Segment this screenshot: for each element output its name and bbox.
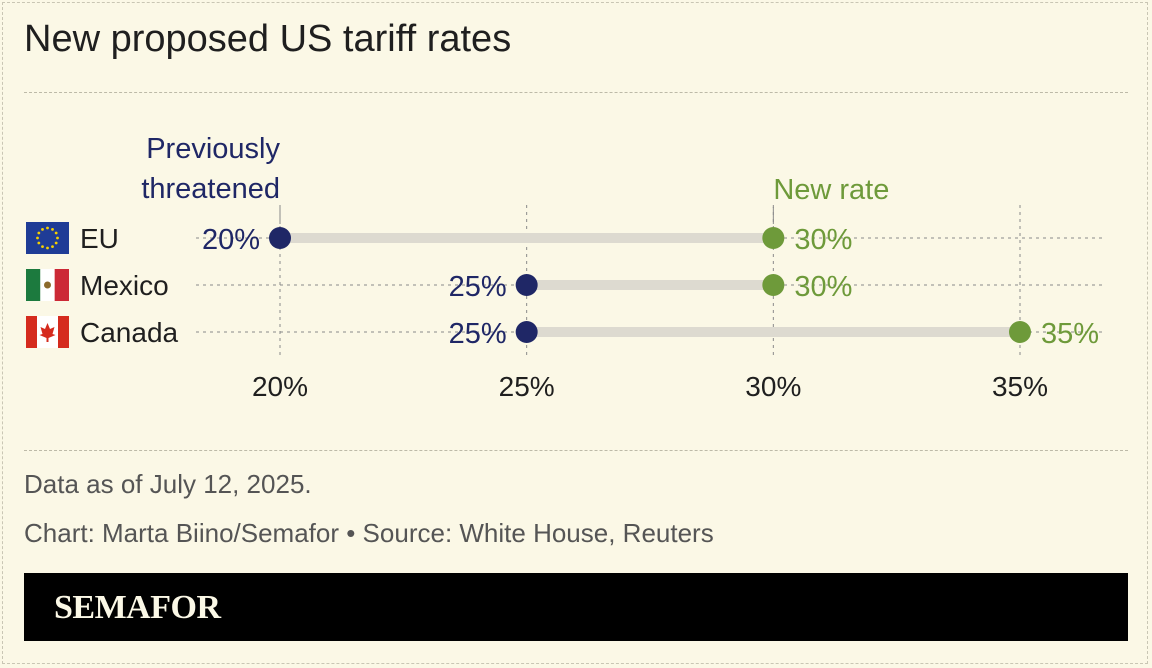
canada-flag-icon xyxy=(26,316,69,348)
bottom-divider xyxy=(24,450,1128,451)
category-label: EU xyxy=(80,223,119,254)
label-layer: 20% 25% 30% 35% Previously threatened New rate… xyxy=(141,133,1099,402)
previous-rate-label: 25% xyxy=(449,318,507,350)
new-rate-label: 35% xyxy=(1041,318,1099,350)
eu-flag-star xyxy=(37,241,41,245)
eu-flag-icon xyxy=(26,222,69,254)
eu-flag-star xyxy=(46,226,49,230)
dumbbell-chart: 20% 25% 30% 35% Previously threatened New rate… xyxy=(26,133,1106,402)
previous-annotation-line1: Previously xyxy=(146,133,280,165)
eu-flag-star xyxy=(41,227,44,231)
eu-flag-star xyxy=(36,236,39,240)
x-tick-label: 25% xyxy=(499,371,555,402)
eu-flag-star xyxy=(51,227,54,231)
mexico-flag-icon xyxy=(26,269,69,301)
previous-rate-dot xyxy=(269,227,291,249)
new-rate-dot xyxy=(762,274,785,296)
previous-rate-label: 20% xyxy=(202,224,260,256)
new-rate-label: 30% xyxy=(794,271,852,303)
new-rate-annotation: New rate xyxy=(773,174,889,206)
eu-flag-star xyxy=(54,241,58,245)
brand-footer: SEMAFOR xyxy=(24,573,1128,641)
x-tick-label: 35% xyxy=(992,371,1048,402)
chart-title: New proposed US tariff rates xyxy=(24,18,512,60)
top-divider xyxy=(24,92,1128,93)
point-layer xyxy=(269,227,1031,343)
eu-flag-star xyxy=(37,231,41,235)
eu-flag-star xyxy=(54,231,58,235)
previous-rate-dot xyxy=(515,321,538,343)
source-credit: Chart: Marta Biino/Semafor • Source: Whi… xyxy=(24,518,714,548)
previous-rate-label: 25% xyxy=(449,271,507,303)
mexico-flag-green xyxy=(26,269,41,301)
previous-rate-dot xyxy=(515,274,538,296)
bar-layer xyxy=(280,233,1020,337)
category-label: Canada xyxy=(80,317,179,348)
eu-flag-star xyxy=(56,236,59,240)
eu-flag-star xyxy=(46,246,49,250)
eu-flag-star xyxy=(41,245,44,249)
canada-flag-right-band xyxy=(58,316,69,348)
mexico-flag-red xyxy=(54,269,69,301)
previous-annotation-line2: threatened xyxy=(141,173,280,205)
category-label: Mexico xyxy=(80,270,169,301)
new-rate-dot xyxy=(1009,321,1031,343)
data-date-note: Data as of July 12, 2025. xyxy=(24,469,312,499)
semafor-logo: SEMAFOR xyxy=(54,589,221,626)
x-tick-label: 20% xyxy=(252,371,308,402)
new-rate-dot xyxy=(762,227,785,249)
eu-flag-star xyxy=(51,245,54,249)
maple-leaf-icon xyxy=(39,323,56,342)
mexico-flag-emblem xyxy=(44,281,51,289)
category-layer: EU Mexico Canada xyxy=(26,222,179,348)
new-rate-label: 30% xyxy=(794,224,852,256)
canada-flag-left-band xyxy=(26,316,37,348)
x-tick-label: 30% xyxy=(745,371,801,402)
